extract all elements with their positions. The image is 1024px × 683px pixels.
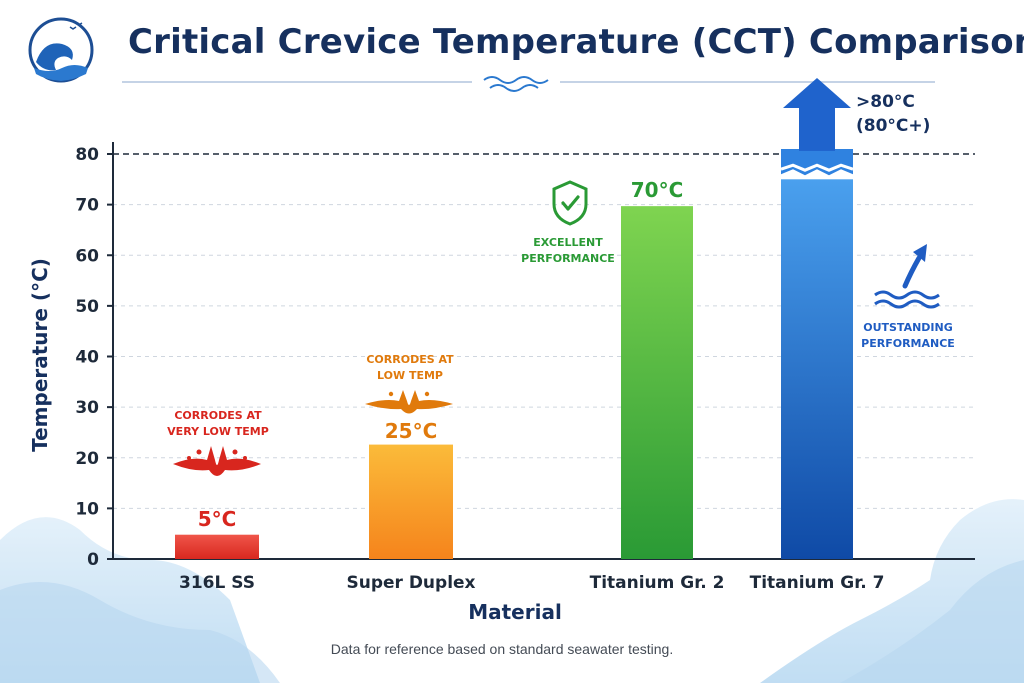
- note-outstanding-line2: PERFORMANCE: [861, 337, 955, 350]
- value-label-ti-gr7-line1: >80°C: [856, 92, 915, 112]
- gridlines: [113, 153, 975, 509]
- bar-super-duplex: [369, 444, 453, 559]
- note-corrodes-low-line2: LOW TEMP: [377, 369, 443, 382]
- wave-decoration-right: [760, 499, 1024, 683]
- footnote: Data for reference based on standard sea…: [330, 641, 674, 657]
- note-corrodes-very-low-line2: VERY LOW TEMP: [167, 425, 269, 438]
- note-corrodes-low-line1: CORRODES AT: [366, 353, 454, 366]
- bar-titanium-gr2: [621, 206, 693, 560]
- note-corrodes-very-low-line1: CORRODES AT: [174, 409, 262, 422]
- corrosion-splash-icon: [173, 446, 261, 476]
- value-label-316l: 5°C: [197, 507, 237, 531]
- title-underline: [122, 76, 935, 92]
- rising-wave-arrow-icon: [874, 244, 940, 309]
- x-tick-label: 316L SS: [179, 573, 255, 593]
- y-tick-label: 30: [75, 398, 99, 418]
- y-tick-label: 10: [75, 499, 99, 519]
- value-label-super-duplex: 25°C: [384, 419, 438, 443]
- chart-title: Critical Crevice Temperature (CCT) Compa…: [128, 22, 1024, 62]
- wave-decoration-left: [0, 517, 280, 683]
- note-outstanding: OUTSTANDING PERFORMANCE: [861, 320, 955, 352]
- note-corrodes-very-low: CORRODES AT VERY LOW TEMP: [167, 408, 269, 440]
- x-tick-label: Titanium Gr. 2: [590, 573, 725, 593]
- bars: [175, 78, 854, 560]
- note-excellent-line1: EXCELLENT: [533, 236, 603, 249]
- x-axis-ticks: 316L SS Super Duplex Titanium Gr. 2 Titaniu…: [179, 573, 884, 593]
- note-outstanding-line1: OUTSTANDING: [863, 321, 953, 334]
- y-tick-label: 20: [75, 449, 99, 469]
- y-tick-label: 80: [75, 145, 99, 165]
- y-tick-label: 0: [87, 550, 99, 570]
- y-tick-label: 60: [75, 246, 99, 266]
- shield-check-icon: [552, 180, 588, 226]
- x-tick-label: Titanium Gr. 7: [750, 573, 885, 593]
- x-tick-label: Super Duplex: [346, 573, 475, 593]
- y-tick-label: 40: [75, 348, 99, 368]
- y-axis-label: Temperature (°C): [28, 258, 52, 452]
- note-excellent: EXCELLENT PERFORMANCE: [521, 235, 615, 267]
- bar-316l-ss: [175, 534, 259, 559]
- y-axis-ticks: 0 10 20 30 40 50 60 70 80: [75, 145, 113, 570]
- wave-logo-icon: [28, 17, 94, 83]
- corrosion-splash-icon-orange: [365, 390, 453, 414]
- value-label-ti-gr2: 70°C: [630, 178, 684, 202]
- y-tick-label: 70: [75, 196, 99, 216]
- y-tick-label: 50: [75, 297, 99, 317]
- note-corrodes-low: CORRODES AT LOW TEMP: [366, 352, 453, 384]
- value-label-ti-gr7: >80°C (80°C+): [856, 90, 930, 138]
- bar-titanium-gr7: [780, 78, 854, 559]
- x-axis-label: Material: [468, 600, 562, 624]
- note-excellent-line2: PERFORMANCE: [521, 252, 615, 265]
- value-label-ti-gr7-line2: (80°C+): [856, 116, 931, 136]
